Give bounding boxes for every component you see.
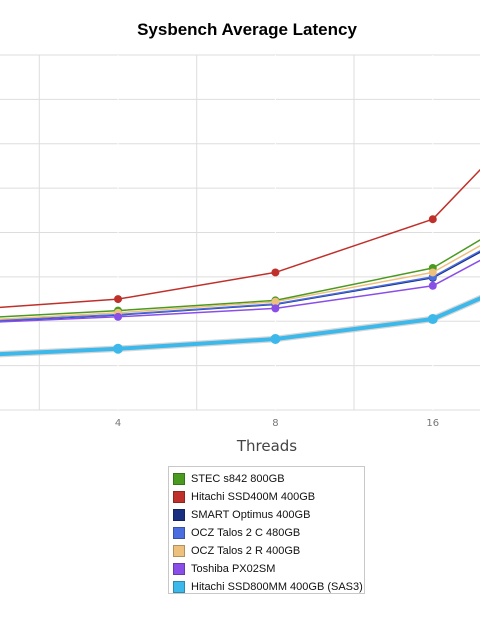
x-tick-label: 4: [115, 418, 121, 429]
series-line: [0, 239, 480, 318]
data-point: [270, 334, 281, 344]
series-line: [0, 168, 480, 309]
data-point: [427, 314, 438, 325]
legend-item: Toshiba PX02SM: [173, 560, 364, 578]
chart-title: Sysbench Average Latency: [137, 20, 357, 39]
data-point: [428, 281, 437, 290]
series-line: [0, 259, 480, 323]
x-axis-label: Threads: [236, 437, 297, 455]
legend-label: Toshiba PX02SM: [191, 563, 276, 575]
data-point: [271, 297, 280, 306]
legend-swatch: [173, 509, 185, 521]
series-line: [0, 244, 480, 320]
data-point: [113, 343, 124, 354]
legend-label: SMART Optimus 400GB: [191, 509, 311, 521]
series-layer: [0, 168, 480, 358]
legend-swatch: [173, 563, 185, 575]
data-point: [114, 295, 123, 304]
legend: STEC s842 800GB Hitachi SSD400M 400GB SMAR…: [168, 466, 365, 594]
data-point: [271, 268, 280, 277]
legend-item: OCZ Talos 2 C 480GB: [173, 524, 364, 542]
data-point: [114, 312, 123, 321]
data-point: [271, 304, 280, 313]
data-point: [428, 215, 437, 224]
x-tick-label: 16: [426, 418, 439, 429]
legend-label: STEC s842 800GB: [191, 473, 285, 485]
x-tick-label: 8: [272, 418, 278, 429]
legend-item: STEC s842 800GB: [173, 470, 364, 488]
grid: [0, 54, 480, 411]
legend-label: OCZ Talos 2 C 480GB: [191, 527, 301, 539]
legend-label: Hitachi SSD400M 400GB: [191, 491, 316, 503]
x-tick-labels: 4 8 16: [115, 418, 439, 429]
legend-label: OCZ Talos 2 R 400GB: [191, 545, 301, 557]
legend-label: Hitachi SSD800MM 400GB (SAS3): [191, 581, 363, 593]
line-chart: 4 8 16 Threads: [0, 54, 480, 455]
legend-swatch: [173, 581, 185, 593]
legend-item: Hitachi SSD800MM 400GB (SAS3): [173, 578, 364, 596]
legend-swatch: [173, 545, 185, 557]
data-point: [428, 268, 437, 277]
legend-swatch: [173, 527, 185, 539]
legend-item: Hitachi SSD400M 400GB: [173, 488, 364, 506]
legend-item: OCZ Talos 2 R 400GB: [173, 542, 364, 560]
legend-item: SMART Optimus 400GB: [173, 506, 364, 524]
legend-swatch: [173, 473, 185, 485]
legend-swatch: [173, 491, 185, 503]
